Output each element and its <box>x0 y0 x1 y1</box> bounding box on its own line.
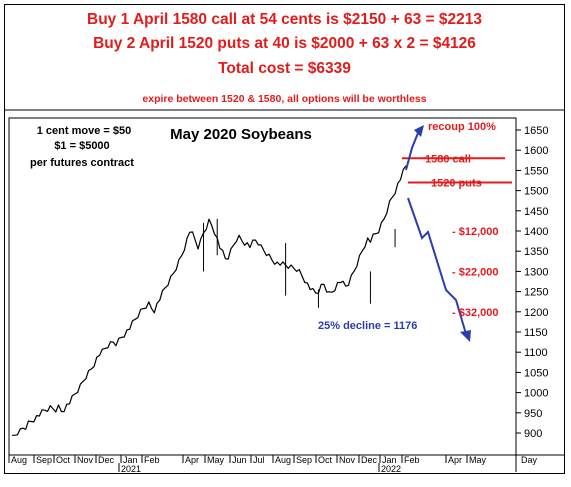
x-month-label: Sep <box>296 455 312 465</box>
annotation-decline: 25% decline = 1176 <box>318 320 417 332</box>
y-tick-label: 1400 <box>524 226 548 238</box>
x-month-label: May <box>469 455 487 465</box>
y-tick-label: 1350 <box>524 246 548 258</box>
annotation-1580-call: 1580 call <box>425 153 471 165</box>
info-per-contract: per futures contract <box>30 157 134 169</box>
y-tick-label: 950 <box>524 408 542 420</box>
x-month-label: Jul <box>253 455 265 465</box>
price-series <box>11 165 407 436</box>
x-month-label: Dec <box>361 455 378 465</box>
x-month-label: Apr <box>185 455 199 465</box>
x-month-label: Jan <box>123 455 138 465</box>
y-tick-label: 1650 <box>524 125 548 137</box>
chart-title: May 2020 Soybeans <box>170 126 312 143</box>
y-tick-label: 1550 <box>524 165 548 177</box>
x-month-label: Aug <box>275 455 291 465</box>
x-month-label: Aug <box>11 455 27 465</box>
recoup-arrowhead <box>414 125 424 137</box>
x-month-label: May <box>207 455 225 465</box>
y-tick-label: 900 <box>524 428 542 440</box>
y-tick-label: 1450 <box>524 206 548 218</box>
header-puts-line: Buy 2 April 1520 puts at 40 is $2000 + 6… <box>93 35 476 52</box>
x-year-label: 2022 <box>381 464 401 474</box>
decline-arrow-line <box>407 197 467 335</box>
x-year-label: 2021 <box>121 464 141 474</box>
loss-annotation: - $32,000 <box>452 307 498 319</box>
loss-annotation: - $22,000 <box>452 266 498 278</box>
y-tick-label: 1600 <box>524 145 548 157</box>
y-tick-label: 1200 <box>524 307 548 319</box>
y-tick-label: 1150 <box>524 327 548 339</box>
x-month-label: Oct <box>318 455 333 465</box>
info-dollar-move: $1 = $5000 <box>54 140 109 152</box>
y-axis: 900 950 1000 1050 1100 1150 1200 1250 1300 1350 14… <box>516 125 548 440</box>
y-tick-label: 1250 <box>524 287 548 299</box>
x-month-label: Feb <box>144 455 160 465</box>
recoup-arrow-line <box>405 132 419 171</box>
x-month-label: Oct <box>56 455 71 465</box>
x-month-label: Jun <box>232 455 247 465</box>
header-expiry-note: expire between 1520 & 1580, all options … <box>142 93 427 105</box>
x-month-label: Apr <box>448 455 462 465</box>
x-month-label: Nov <box>339 455 356 465</box>
y-tick-label: 1100 <box>524 347 548 359</box>
annotation-1520-puts: 1520 puts <box>431 178 482 190</box>
x-axis-unit-label: Day <box>521 455 538 465</box>
y-tick-label: 1050 <box>524 367 548 379</box>
header-total-line: Total cost = $6339 <box>218 60 351 77</box>
annotation-layer: 1580 call 1520 puts recoup 100% - $12,000 - … <box>318 121 512 342</box>
x-month-label: Sep <box>36 455 52 465</box>
y-tick-label: 1000 <box>524 388 548 400</box>
loss-annotation: - $12,000 <box>452 226 498 238</box>
header-call-line: Buy 1 April 1580 call at 54 cents is $21… <box>87 11 482 28</box>
y-tick-label: 1300 <box>524 266 548 278</box>
x-month-label: Feb <box>404 455 420 465</box>
info-cent-move: 1 cent move = $50 <box>37 125 131 137</box>
annotation-recoup: recoup 100% <box>428 121 496 133</box>
x-axis: Aug Sep Oct Nov Dec Jan Feb Apr May Jun Jul Aug Sep O… <box>8 455 538 474</box>
x-month-label: Nov <box>77 455 94 465</box>
x-month-label: Jan <box>382 455 397 465</box>
chart-frame: Buy 1 April 1580 call at 54 cents is $21… <box>4 4 565 474</box>
price-line <box>11 165 407 436</box>
y-tick-label: 1500 <box>524 186 548 198</box>
x-month-label: Dec <box>98 455 115 465</box>
decline-arrowhead <box>460 330 471 342</box>
